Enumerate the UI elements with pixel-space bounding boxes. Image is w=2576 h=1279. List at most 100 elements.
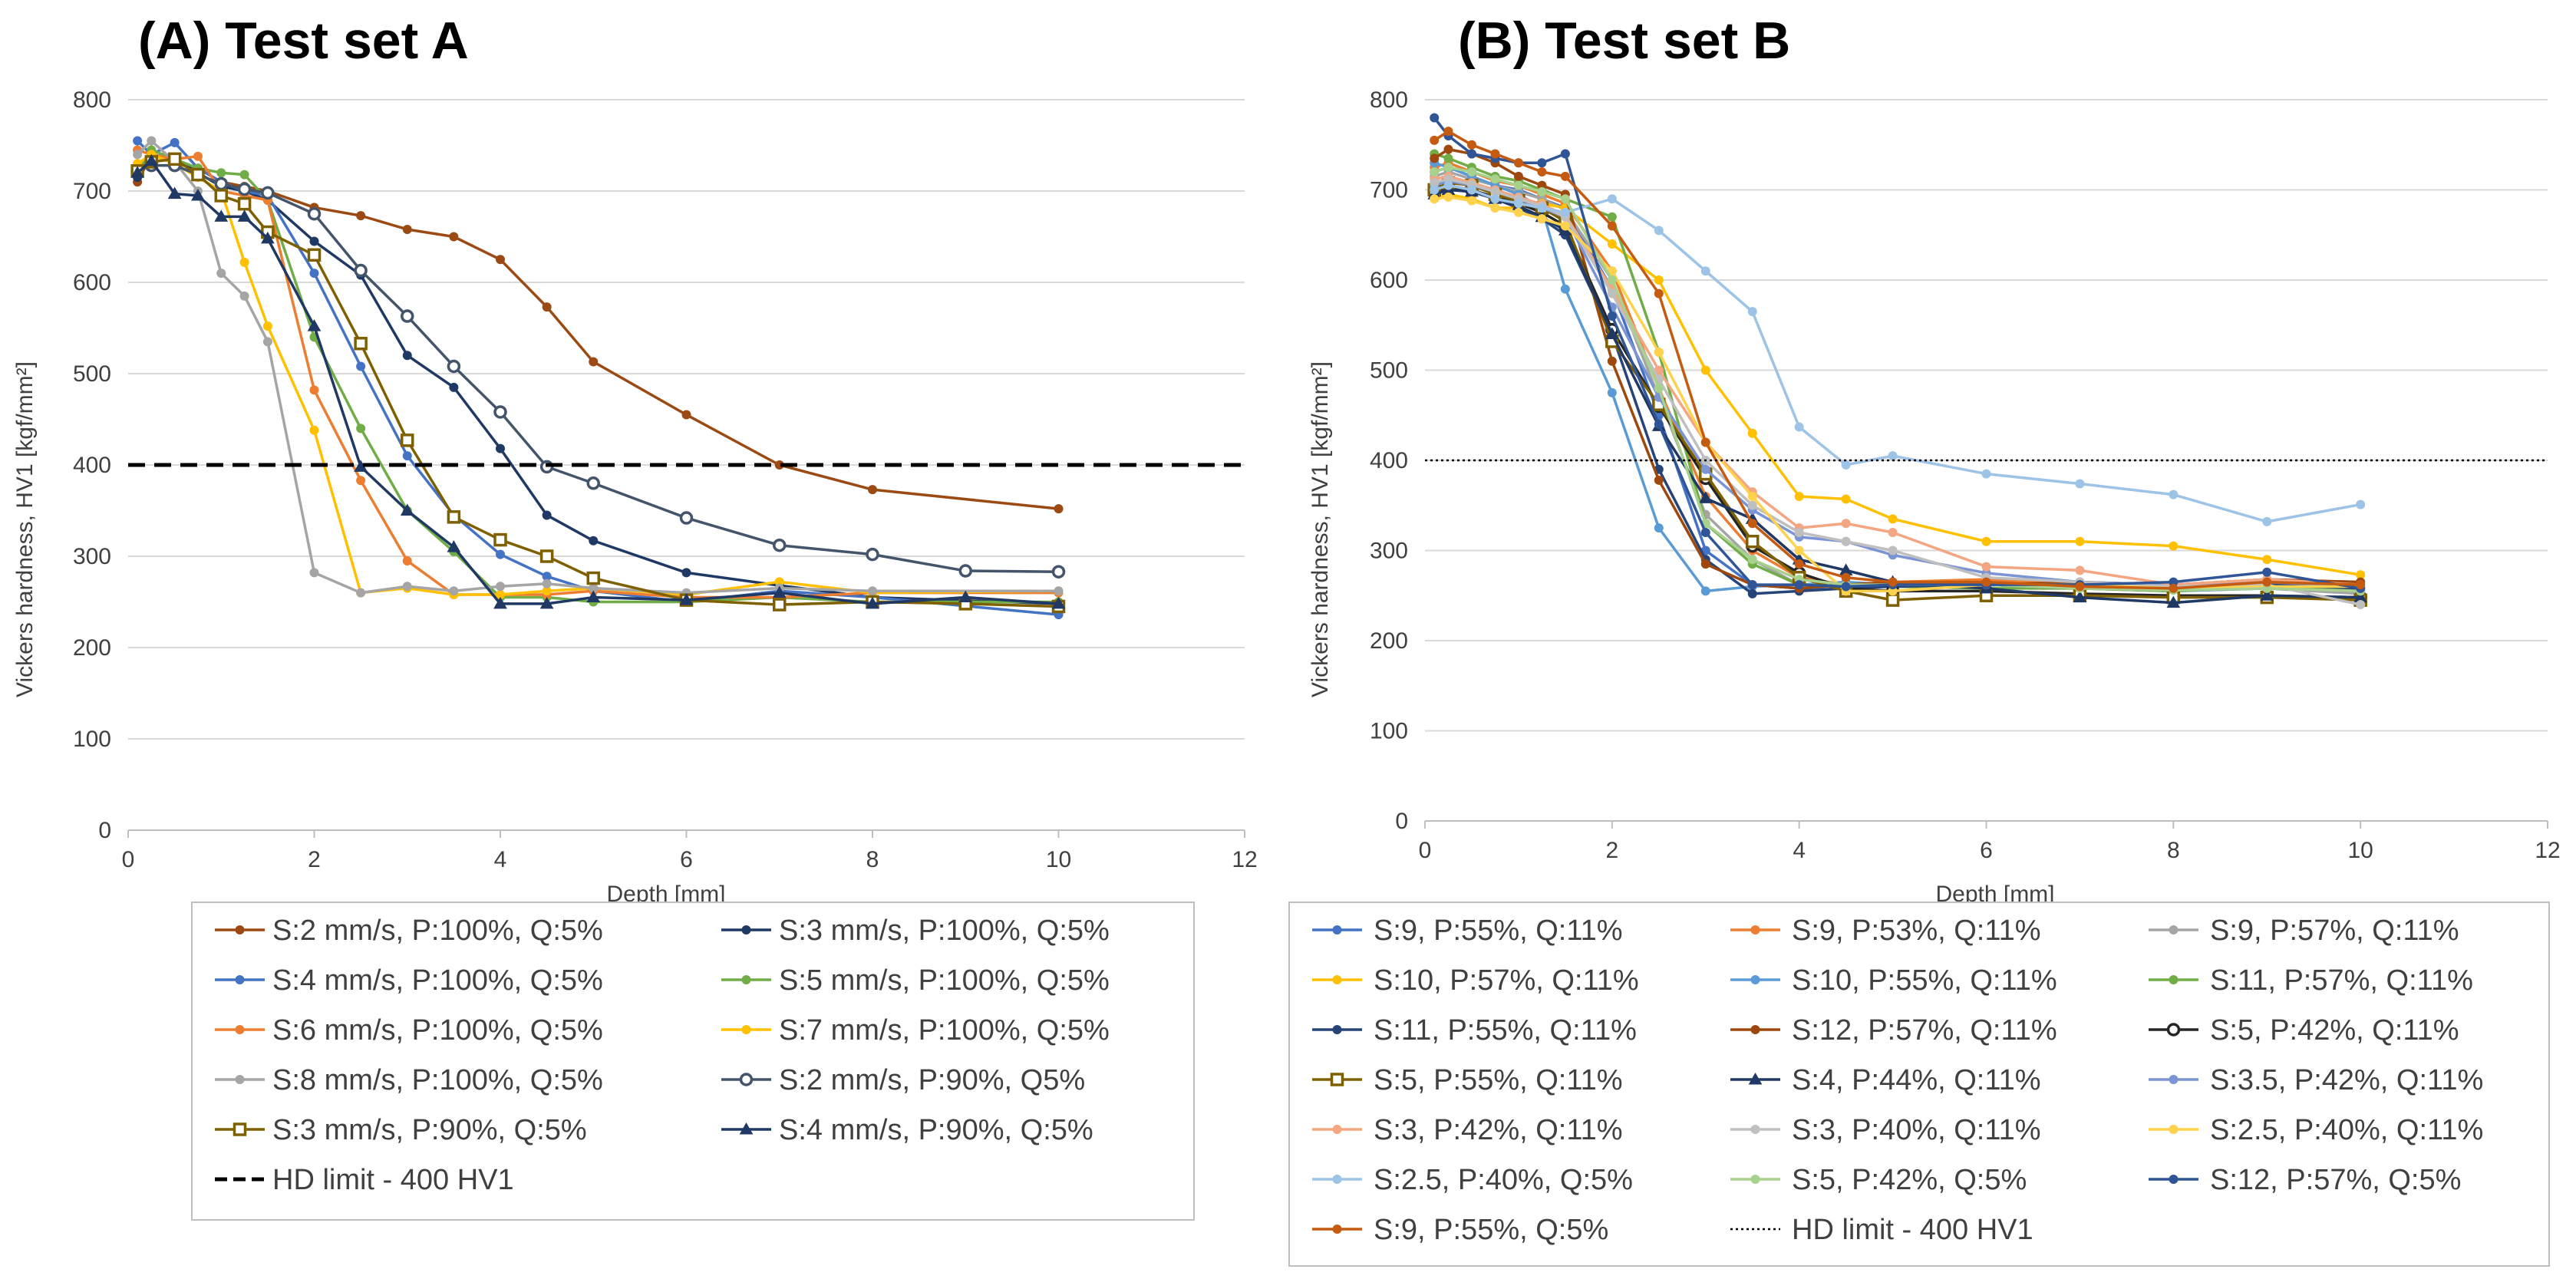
panel-a-data-point bbox=[356, 361, 366, 371]
panel-a-y-tick-label: 400 bbox=[73, 453, 111, 478]
panel-b-data-point bbox=[1607, 239, 1617, 249]
panel-a-legend-marker bbox=[741, 925, 751, 935]
panel-b-legend-marker bbox=[2169, 1125, 2179, 1134]
panel-a-data-point bbox=[307, 248, 322, 262]
panel-b-x-ticks: 0 2 4 6 8 10 12 bbox=[1419, 821, 2561, 863]
panel-b-data-point bbox=[1443, 192, 1453, 202]
panel-b-data-point bbox=[2262, 583, 2272, 593]
panel-a-data-point bbox=[402, 555, 412, 565]
panel-b-data-point bbox=[1888, 514, 1898, 524]
panel-b-data-point bbox=[1888, 586, 1898, 596]
panel-a-data-point bbox=[681, 410, 691, 420]
panel-b-legend-label: S:3, P:42%, Q:11% bbox=[1374, 1114, 1623, 1146]
panel-a-data-point bbox=[1054, 504, 1064, 514]
panel-b-legend-label: S:10, P:57%, Q:11% bbox=[1374, 964, 1639, 997]
panel-b-series-s-4-p-44-q-11 bbox=[1427, 183, 2368, 608]
panel-a-y-tick-label: 100 bbox=[73, 727, 111, 752]
panel-b-data-point bbox=[1466, 196, 1476, 206]
panel-b-data-point bbox=[1747, 492, 1757, 501]
panel-a-data-point bbox=[402, 451, 412, 461]
panel-a-data-point bbox=[542, 572, 552, 582]
panel-a-data-point bbox=[356, 211, 366, 221]
panel-b-data-point bbox=[1747, 428, 1757, 438]
panel-b-data-point bbox=[1466, 149, 1476, 159]
panel-b-legend-marker bbox=[1750, 1175, 1760, 1184]
panel-b-data-point bbox=[2262, 577, 2272, 587]
panel-b-data-point bbox=[1607, 212, 1617, 222]
panel-b-data-point bbox=[2073, 590, 2087, 603]
panel-a-data-point bbox=[679, 593, 694, 605]
panel-a-data-point bbox=[774, 460, 784, 470]
panel-b-legend-marker bbox=[1332, 1125, 1342, 1134]
panel-a-data-point bbox=[447, 540, 461, 552]
panel-a-x-tick-label: 12 bbox=[1232, 847, 1257, 872]
panel-b-data-point bbox=[1654, 288, 1664, 298]
panel-b-data-point bbox=[2075, 479, 2085, 489]
panel-a-legend-marker bbox=[739, 1122, 754, 1135]
panel-a-data-point bbox=[402, 582, 412, 592]
panel-b-legend-label: HD limit - 400 HV1 bbox=[1792, 1214, 2033, 1246]
panel-b-y-axis-label: Vickers hardness, HV1 [kgf/mm²] bbox=[1308, 361, 1333, 697]
panel-b-series-s-10-p-57-q-11 bbox=[1430, 190, 2366, 580]
panel-b-legend-label: S:5, P:55%, Q:11% bbox=[1374, 1064, 1623, 1096]
panel-b-data-point bbox=[1607, 266, 1617, 276]
panel-b-data-point bbox=[1885, 593, 1900, 607]
panel-a-legend-marker bbox=[235, 925, 245, 935]
panel-b-data-point bbox=[2169, 583, 2179, 593]
panel-b-data-point bbox=[2166, 595, 2181, 608]
panel-b-legend-label: S:12, P:57%, Q:11% bbox=[1792, 1014, 2057, 1047]
panel-a-data-point bbox=[261, 186, 275, 200]
panel-b-legend-marker bbox=[1332, 1175, 1342, 1184]
panel-a-data-point bbox=[356, 588, 366, 598]
panel-b-legend-entry: S:11, P:55%, Q:11% bbox=[1312, 1014, 1637, 1047]
panel-a-data-point bbox=[493, 532, 507, 547]
panel-b-legend-marker bbox=[2169, 925, 2179, 935]
panel-b-legend-marker bbox=[1332, 1225, 1342, 1234]
panel-a-legend-label: S:3 mm/s, P:90%, Q:5% bbox=[272, 1114, 587, 1146]
panel-b-data-point bbox=[1654, 226, 1664, 236]
panel-b-data-point bbox=[1700, 266, 1710, 276]
panel-a-data-point bbox=[449, 586, 459, 596]
panel-b-data-point bbox=[1888, 577, 1898, 587]
panel-b-data-point bbox=[1607, 275, 1617, 285]
panel-a-data-point bbox=[401, 309, 414, 323]
panel-b-data-point bbox=[1537, 167, 1547, 176]
panel-b-data-point bbox=[1537, 203, 1547, 213]
panel-a-data-point bbox=[868, 586, 877, 596]
panel-a-legend-marker bbox=[739, 1073, 754, 1086]
panel-a-y-tick-label: 500 bbox=[73, 361, 111, 387]
panel-b-y-tick-label: 100 bbox=[1370, 719, 1408, 744]
panel-b-data-point bbox=[1513, 180, 1523, 190]
panel-a-y-tick-label: 800 bbox=[73, 87, 111, 113]
panel-b-legend-marker bbox=[2169, 1175, 2179, 1184]
panel-b-data-point bbox=[1537, 186, 1547, 196]
panel-b-data-point bbox=[1654, 475, 1664, 485]
panel-b-y-tick-label: 600 bbox=[1370, 268, 1408, 293]
panel-b-legend-entry: S:11, P:57%, Q:11% bbox=[2149, 964, 2473, 997]
panel-a-data-point bbox=[309, 236, 319, 246]
panel-b-data-point bbox=[1747, 307, 1757, 317]
panel-b-data-point bbox=[1888, 546, 1898, 555]
panel-b-y-tick-label: 0 bbox=[1395, 809, 1408, 834]
panel-a-data-point bbox=[214, 209, 229, 222]
panel-b-title: (B) Test set B bbox=[1458, 12, 1790, 70]
panel-b-data-point bbox=[2260, 588, 2274, 601]
panel-b-y-tick-label: 400 bbox=[1370, 448, 1408, 473]
panel-b-data-point bbox=[1841, 494, 1851, 504]
panel-b-legend-label: S:11, P:55%, Q:11% bbox=[1374, 1014, 1637, 1047]
panel-b-gridlines bbox=[1425, 99, 2548, 732]
panel-b-data-point bbox=[1430, 194, 1440, 204]
panel-b-data-point bbox=[2262, 555, 2272, 565]
panel-b-legend-entry: S:5, P:42%, Q:11% bbox=[2149, 1014, 2459, 1047]
panel-a-data-point bbox=[496, 443, 505, 453]
panel-a-legend-label: S:2 mm/s, P:100%, Q:5% bbox=[272, 915, 603, 947]
panel-b-data-point bbox=[1607, 288, 1617, 298]
panel-b-x-tick-label: 0 bbox=[1419, 838, 1432, 863]
panel-b-data-point bbox=[1560, 171, 1570, 181]
panel-b-data-point bbox=[1794, 422, 1804, 432]
panel-b-data-point bbox=[1888, 451, 1898, 461]
panel-b-data-point bbox=[1841, 460, 1851, 470]
panel-a-data-point bbox=[496, 549, 505, 559]
panel-a-data-point bbox=[262, 337, 272, 347]
panel-a-legend-marker bbox=[235, 1075, 245, 1084]
